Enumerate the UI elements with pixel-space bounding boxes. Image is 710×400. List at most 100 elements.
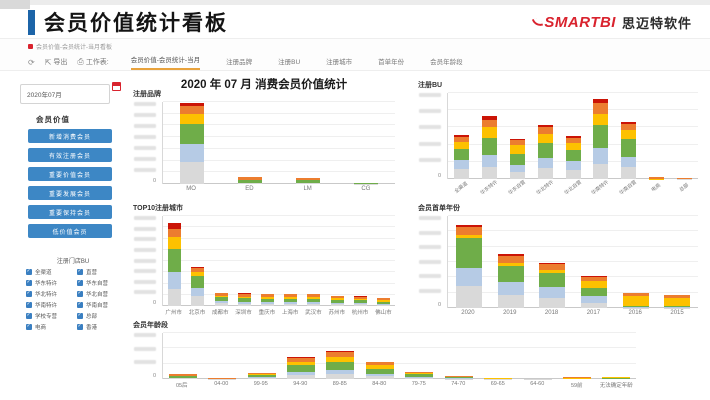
stacked-bar-CG[interactable] — [354, 102, 378, 184]
stacked-bar-99-95[interactable] — [247, 333, 276, 379]
checkbox-checked-icon[interactable] — [77, 268, 83, 275]
bar-segment — [621, 124, 637, 131]
breadcrumb-text: 会员价值-会员统计-当月看板 — [36, 45, 112, 51]
member-value-button[interactable]: 低价值会员 — [28, 224, 112, 238]
worksheet-label: 工作表: — [85, 59, 109, 66]
checkbox-checked-icon[interactable] — [26, 301, 32, 308]
stacked-bar-佛山市[interactable] — [376, 216, 390, 306]
bu-option-总部[interactable]: 总部 — [77, 312, 126, 320]
bu-option-华南特许[interactable]: 华南特许 — [26, 301, 75, 309]
stacked-bar-94-90[interactable] — [286, 333, 315, 379]
bu-option-label: 华北自营 — [86, 292, 109, 298]
checkbox-checked-icon[interactable] — [26, 290, 32, 297]
x-tick-label: 89-85 — [332, 381, 347, 387]
stacked-bar-总部[interactable] — [676, 93, 692, 179]
bar-segment — [353, 298, 367, 301]
stacked-bar-华东自营[interactable] — [509, 93, 525, 179]
stacked-bar-成都市[interactable] — [214, 216, 228, 306]
stacked-bar-74-70[interactable] — [444, 333, 473, 379]
member-value-button[interactable]: 有效注册会员 — [28, 148, 112, 162]
x-axis-labels: 2020 2019 2018 2017 2016 2015 — [447, 310, 698, 316]
bar-segment — [621, 156, 637, 167]
checkbox-checked-icon[interactable] — [26, 312, 32, 319]
stacked-bar-59前[interactable] — [562, 333, 591, 379]
print-button[interactable]: ⎙ 工作表: — [77, 57, 108, 67]
tab-首单年份[interactable]: 首单年份 — [378, 59, 405, 66]
checkbox-checked-icon[interactable] — [77, 323, 83, 330]
refresh-button[interactable]: ⟳ — [28, 58, 35, 67]
stacked-bar-MO[interactable] — [180, 102, 204, 184]
stacked-bar-2016[interactable] — [622, 216, 649, 308]
checkbox-checked-icon[interactable] — [77, 301, 83, 308]
bar-segment — [593, 103, 609, 114]
stacked-bar-2018[interactable] — [539, 216, 566, 308]
bu-option-香港[interactable]: 香港 — [77, 323, 126, 331]
bu-option-华北特许[interactable]: 华北特许 — [26, 290, 75, 298]
stacked-bar-广州市[interactable] — [168, 216, 182, 306]
stacked-bar-04-00[interactable] — [208, 333, 237, 379]
stacked-bar-无法确定年龄[interactable] — [602, 333, 631, 379]
tab-会员价值-会员统计-当月[interactable]: 会员价值-会员统计-当月 — [130, 54, 201, 70]
stacked-bar-89-85[interactable] — [326, 333, 355, 379]
bu-option-华北自营[interactable]: 华北自营 — [77, 290, 126, 298]
calendar-icon[interactable] — [112, 82, 121, 91]
stacked-bar-ED[interactable] — [238, 102, 262, 184]
stacked-bar-华北自营[interactable] — [565, 93, 581, 179]
bu-option-全渠道[interactable]: 全渠道 — [26, 268, 75, 276]
stacked-bar-64-60[interactable] — [523, 333, 552, 379]
stacked-bar-电商[interactable] — [648, 93, 664, 179]
stacked-bar-华东特许[interactable] — [482, 93, 498, 179]
member-value-button[interactable]: 重要保持会员 — [28, 205, 112, 219]
checkbox-checked-icon[interactable] — [26, 268, 32, 275]
tab-会员年龄段[interactable]: 会员年龄段 — [430, 59, 463, 66]
member-value-button[interactable]: 重要发展会员 — [28, 186, 112, 200]
stacked-bar-上海市[interactable] — [284, 216, 298, 306]
x-tick-label: 05后 — [175, 383, 188, 389]
bu-option-华东特许[interactable]: 华东特许 — [26, 279, 75, 287]
stacked-bar-2015[interactable] — [664, 216, 691, 308]
bu-option-直营[interactable]: 直营 — [77, 268, 126, 276]
bar-segment — [509, 172, 525, 179]
checkbox-checked-icon[interactable] — [77, 312, 83, 319]
member-value-button[interactable]: 新增消费会员 — [28, 129, 112, 143]
checkbox-checked-icon[interactable] — [77, 279, 83, 286]
bar-slot — [400, 333, 439, 379]
tab-注册BU[interactable]: 注册BU — [278, 59, 301, 66]
bar-segment — [376, 298, 390, 301]
stacked-bar-华南特许[interactable] — [593, 93, 609, 179]
stacked-bar-华南自营[interactable] — [621, 93, 637, 179]
stacked-bar-2019[interactable] — [497, 216, 524, 308]
export-button[interactable]: ⇱ 导出 — [44, 57, 68, 67]
stacked-bar-北京市[interactable] — [191, 216, 205, 306]
stacked-bar-武汉市[interactable] — [307, 216, 321, 306]
stacked-bar-苏州市[interactable] — [330, 216, 344, 306]
stacked-bar-05后[interactable] — [168, 333, 197, 379]
stacked-bar-2017[interactable] — [580, 216, 607, 308]
bu-option-电商[interactable]: 电商 — [26, 323, 75, 331]
checkbox-checked-icon[interactable] — [77, 290, 83, 297]
stacked-bar-杭州市[interactable] — [353, 216, 367, 306]
month-picker-input[interactable]: 2020年07月 — [20, 82, 121, 104]
checkbox-checked-icon[interactable] — [26, 279, 32, 286]
stacked-bar-84-80[interactable] — [365, 333, 394, 379]
bar-segment — [214, 292, 228, 296]
checkbox-checked-icon[interactable] — [26, 323, 32, 330]
y-tick-label-blurred — [134, 226, 156, 231]
tab-注册品牌[interactable]: 注册品牌 — [226, 59, 253, 66]
stacked-bar-深圳市[interactable] — [237, 216, 251, 306]
tab-注册城市[interactable]: 注册城市 — [326, 59, 353, 66]
bu-option-华东自营[interactable]: 华东自营 — [77, 279, 126, 287]
y-tick-label-blurred — [134, 216, 156, 220]
bu-option-学校专营[interactable]: 学校专营 — [26, 312, 75, 320]
stacked-bar-全渠道[interactable] — [454, 93, 470, 179]
bu-option-华南自营[interactable]: 华南自营 — [77, 301, 126, 309]
stacked-bar-69-65[interactable] — [484, 333, 513, 379]
stacked-bar-2020[interactable] — [455, 216, 482, 308]
stacked-bar-79-75[interactable] — [405, 333, 434, 379]
stacked-bar-重庆市[interactable] — [260, 216, 274, 306]
bar-segment — [455, 267, 482, 286]
member-value-button[interactable]: 重要价值会员 — [28, 167, 112, 181]
stacked-bar-华北特许[interactable] — [537, 93, 553, 179]
stacked-bar-LM[interactable] — [296, 102, 320, 184]
y-tick-label-blurred — [134, 124, 156, 128]
